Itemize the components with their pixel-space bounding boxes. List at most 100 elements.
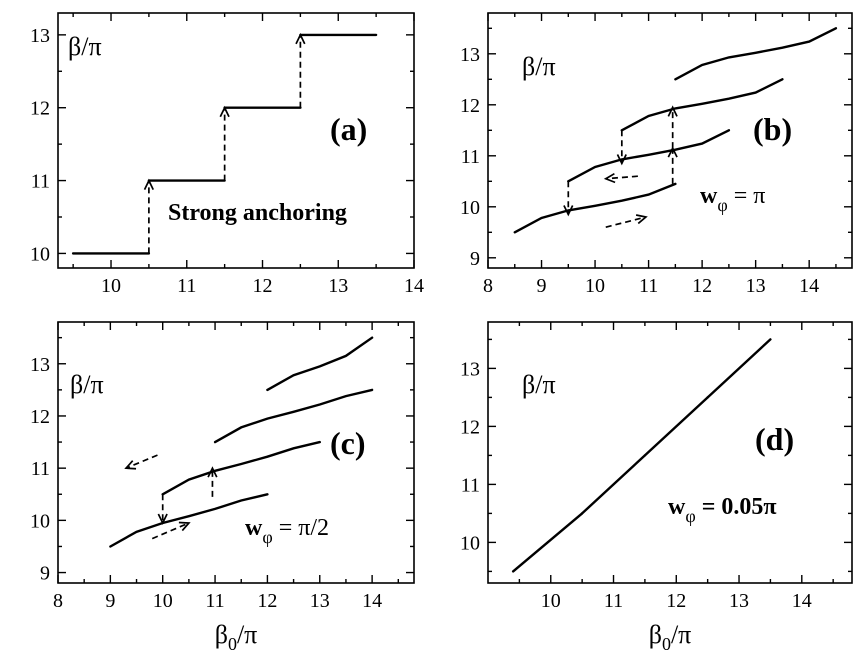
arrow-head bbox=[563, 205, 574, 217]
arrow-head bbox=[178, 521, 191, 532]
arrow-head bbox=[635, 214, 648, 225]
y-tick-label: 12 bbox=[460, 95, 480, 117]
x-tick-label: 14 bbox=[404, 275, 424, 297]
dashed-arrow-4 bbox=[151, 522, 190, 540]
x-tick-label: 11 bbox=[604, 590, 623, 612]
x-tick-label: 9 bbox=[537, 275, 547, 297]
panel-d: 10 11 12 13 14 10 11 12 13 β/π (d) wφ = 0.05π β0/π bbox=[460, 321, 853, 654]
x-label-rest: /π bbox=[237, 620, 257, 649]
y-axis-label: β/π bbox=[522, 52, 556, 81]
panel-note: wφ = π bbox=[700, 183, 765, 215]
series-line-4 bbox=[266, 336, 374, 392]
x-label-rest: /π bbox=[671, 620, 691, 649]
arrow-head bbox=[616, 154, 627, 166]
series-line-1 bbox=[109, 493, 269, 548]
y-tick-label: 11 bbox=[31, 171, 50, 193]
x-tick-label: 10 bbox=[585, 275, 605, 297]
x-tick-label: 12 bbox=[692, 275, 712, 297]
x-tick-label: 10 bbox=[541, 590, 561, 612]
panel-a: 10 11 12 13 14 10 11 12 13 β/π (a) Strong anchoring bbox=[30, 12, 424, 297]
x-tick-label: 12 bbox=[257, 590, 277, 612]
series-line-1 bbox=[513, 182, 677, 234]
x-tick-label: 14 bbox=[799, 275, 819, 297]
y-axis-label: β/π bbox=[522, 370, 556, 399]
x-tick-label: 13 bbox=[746, 275, 766, 297]
arrow-head bbox=[143, 178, 155, 190]
arrow-head bbox=[207, 466, 218, 478]
note-value: = π/2 bbox=[273, 515, 329, 541]
y-tick-label: 12 bbox=[30, 406, 50, 428]
y-tick-label: 10 bbox=[460, 532, 480, 554]
y-tick-label: 11 bbox=[461, 146, 480, 168]
y-tick-label: 13 bbox=[30, 25, 50, 47]
series-line-2 bbox=[567, 129, 731, 183]
series-line-4 bbox=[674, 27, 838, 81]
x-axis-label: β0/π bbox=[215, 620, 258, 654]
note-value: = 0.05π bbox=[696, 494, 777, 520]
arrow-head bbox=[157, 513, 168, 525]
note-subscript: φ bbox=[685, 506, 695, 526]
x-label-beta: β bbox=[215, 620, 228, 649]
y-tick-label: 13 bbox=[30, 354, 50, 376]
plot-frame bbox=[487, 12, 853, 269]
series-line-2 bbox=[580, 454, 647, 515]
panel-note: Strong anchoring bbox=[168, 200, 347, 226]
x-tick-label: 11 bbox=[177, 275, 196, 297]
panel-note: wφ = 0.05π bbox=[668, 494, 777, 526]
y-tick-label: 12 bbox=[460, 416, 480, 438]
x-tick-label: 13 bbox=[328, 275, 348, 297]
x-tick-label: 8 bbox=[483, 275, 493, 297]
series-line-3 bbox=[620, 78, 784, 132]
y-tick-label: 9 bbox=[40, 563, 50, 585]
series-line-2 bbox=[161, 440, 321, 496]
plot-frame bbox=[57, 321, 415, 584]
series-line-3 bbox=[213, 388, 374, 444]
y-tick-label: 10 bbox=[30, 510, 50, 532]
x-axis-label: β0/π bbox=[649, 620, 692, 654]
note-w: w bbox=[668, 494, 686, 520]
y-tick-label: 10 bbox=[30, 243, 50, 265]
note-w: w bbox=[245, 515, 263, 541]
dashed-arrow-3 bbox=[125, 454, 158, 469]
x-tick-label: 9 bbox=[105, 590, 115, 612]
note-value: = π bbox=[728, 183, 766, 209]
arrow-head bbox=[603, 172, 616, 184]
x-tick-label: 10 bbox=[101, 275, 121, 297]
x-tick-label: 14 bbox=[362, 590, 382, 612]
y-tick-label: 9 bbox=[470, 248, 480, 270]
y-axis-label: β/π bbox=[68, 32, 102, 61]
y-tick-label: 13 bbox=[460, 358, 480, 380]
x-tick-label: 13 bbox=[310, 590, 330, 612]
dashed-arrow-5 bbox=[605, 175, 638, 180]
arrow-head bbox=[295, 32, 306, 45]
y-tick-label: 13 bbox=[460, 44, 480, 66]
x-tick-label: 12 bbox=[666, 590, 686, 612]
panel-label: (b) bbox=[753, 111, 792, 147]
arrow-head bbox=[219, 105, 230, 118]
x-tick-label: 12 bbox=[253, 275, 273, 297]
panel-label: (d) bbox=[755, 421, 794, 457]
panel-label: (a) bbox=[330, 111, 367, 147]
x-tick-label: 14 bbox=[792, 590, 812, 612]
arrow-head bbox=[124, 460, 137, 470]
x-tick-label: 13 bbox=[729, 590, 749, 612]
dashed-arrow-6 bbox=[605, 216, 647, 229]
x-tick-label: 11 bbox=[639, 275, 658, 297]
y-tick-label: 12 bbox=[30, 98, 50, 120]
y-axis-label: β/π bbox=[70, 370, 104, 399]
y-tick-label: 11 bbox=[461, 474, 480, 496]
plot-frame bbox=[57, 12, 415, 269]
plot-frame bbox=[487, 321, 853, 584]
x-label-sub: 0 bbox=[662, 634, 671, 654]
note-subscript: φ bbox=[262, 527, 272, 547]
x-tick-label: 11 bbox=[205, 590, 224, 612]
y-tick-label: 10 bbox=[460, 197, 480, 219]
arrow-head bbox=[667, 105, 678, 117]
series-line-1 bbox=[511, 512, 584, 573]
series-line-4 bbox=[706, 338, 772, 399]
x-label-sub: 0 bbox=[228, 634, 237, 654]
panel-note: wφ = π/2 bbox=[245, 515, 329, 547]
x-tick-label: 8 bbox=[53, 590, 63, 612]
